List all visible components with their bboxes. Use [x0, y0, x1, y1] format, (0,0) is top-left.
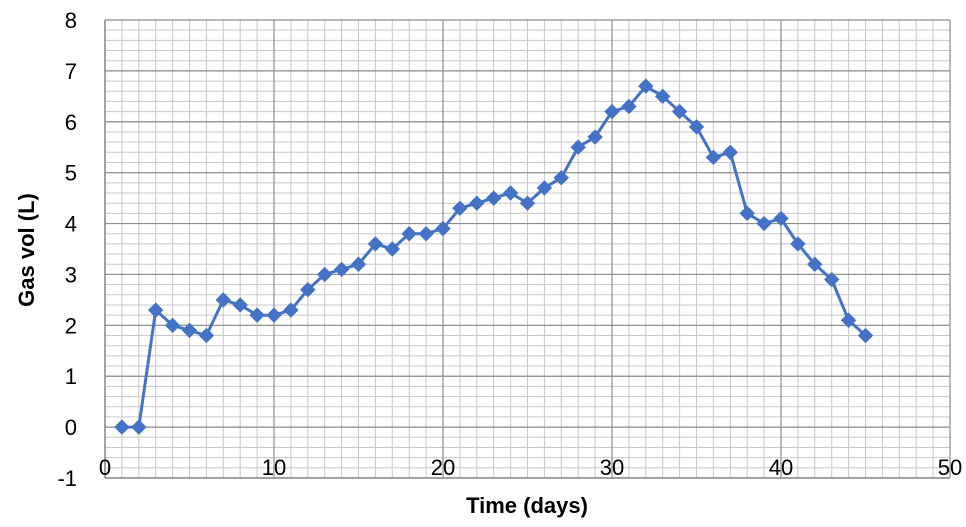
- data-point-marker: [756, 215, 772, 232]
- data-point-marker: [164, 317, 181, 334]
- y-tick-label: -1: [57, 466, 77, 491]
- data-point-marker: [671, 103, 688, 120]
- data-point-marker: [469, 195, 485, 211]
- data-point-marker: [722, 144, 739, 161]
- data-point-marker: [587, 129, 603, 145]
- data-point-marker: [131, 419, 147, 435]
- data-point-marker: [384, 241, 401, 257]
- data-point-marker: [249, 307, 265, 323]
- y-tick-label: 1: [65, 364, 77, 389]
- data-point-marker: [215, 292, 232, 308]
- data-point-marker: [840, 312, 857, 328]
- y-tick-label: 5: [65, 161, 77, 186]
- x-tick-label: 40: [769, 455, 793, 480]
- x-tick-label: 10: [262, 455, 286, 480]
- y-tick-label: 7: [65, 59, 77, 84]
- data-point-marker: [604, 103, 620, 120]
- data-point-marker: [621, 98, 637, 115]
- x-axis-title: Time (days): [466, 493, 588, 518]
- tick-labels: -1 0 1 2 3 4 5 6 7 8 0 10 20 30 40 50: [57, 8, 962, 491]
- data-point-marker: [739, 205, 755, 222]
- data-point-marker: [790, 236, 806, 252]
- x-tick-label: 0: [99, 455, 111, 480]
- data-point-marker: [823, 271, 840, 288]
- data-point-marker: [519, 195, 536, 211]
- grid: [104, 19, 951, 479]
- y-tick-label: 8: [65, 8, 77, 33]
- data-point-marker: [114, 419, 130, 435]
- data-point-marker: [452, 200, 468, 216]
- data-point-marker: [502, 185, 519, 201]
- data-point-marker: [333, 261, 350, 278]
- data-point-marker: [553, 170, 570, 186]
- data-point-marker: [857, 327, 874, 344]
- data-point-marker: [300, 282, 316, 298]
- data-point-marker: [283, 302, 299, 318]
- data-point-marker: [485, 190, 502, 206]
- data-point-marker: [367, 236, 384, 252]
- y-tick-label: 0: [65, 415, 77, 440]
- data-point-marker: [654, 88, 671, 105]
- data-point-marker: [198, 327, 215, 344]
- data-point-marker: [807, 256, 823, 272]
- data-point-marker: [232, 297, 248, 313]
- x-tick-label: 30: [600, 455, 624, 480]
- data-point-marker: [688, 119, 705, 135]
- y-tick-label: 2: [65, 313, 77, 338]
- data-point-marker: [773, 210, 789, 227]
- data-point-marker: [705, 149, 722, 166]
- data-point-marker: [316, 266, 333, 283]
- data-point-marker: [536, 180, 553, 196]
- data-markers: [114, 78, 874, 435]
- data-point-marker: [181, 322, 198, 339]
- data-point-marker: [638, 78, 654, 94]
- axes: [104, 20, 950, 479]
- y-tick-label: 4: [65, 212, 77, 237]
- data-point-marker: [418, 226, 434, 242]
- y-axis-title: Gas vol (L): [14, 193, 39, 307]
- data-point-marker: [401, 226, 417, 242]
- x-tick-label: 50: [938, 455, 962, 480]
- y-tick-label: 3: [65, 262, 77, 287]
- data-point-marker: [147, 302, 164, 318]
- y-tick-label: 6: [65, 110, 77, 135]
- data-point-marker: [266, 307, 282, 323]
- data-point-marker: [350, 256, 367, 272]
- data-point-marker: [435, 220, 451, 237]
- x-tick-label: 20: [431, 455, 455, 480]
- data-point-marker: [570, 139, 586, 155]
